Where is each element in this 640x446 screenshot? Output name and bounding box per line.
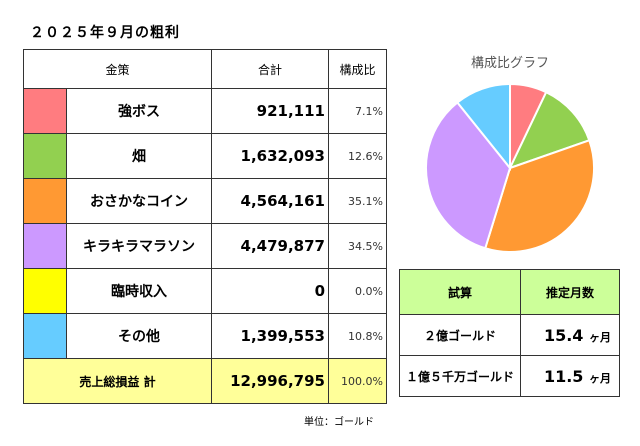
strategy-name: その他 bbox=[66, 313, 212, 359]
strategy-name: 強ボス bbox=[66, 88, 212, 134]
strategy-name: キラキラマラソン bbox=[66, 223, 212, 269]
estimate-value: 15.4 bbox=[543, 325, 584, 345]
color-swatch bbox=[23, 268, 67, 314]
strategy-name: 臨時収入 bbox=[66, 268, 212, 314]
total-value: 921,111 bbox=[211, 88, 329, 134]
total-pct: 100.0% bbox=[328, 358, 387, 404]
chart-title: 構成比グラフ bbox=[470, 56, 549, 71]
estimate-row: ２億ゴールド 15.4 ヶ月 bbox=[399, 314, 620, 356]
table-row: おさかなコイン 4,564,161 35.1% bbox=[23, 178, 387, 224]
estimate-unit: ヶ月 bbox=[589, 371, 611, 385]
color-swatch bbox=[23, 133, 67, 179]
table-row: 強ボス 921,111 7.1% bbox=[23, 88, 387, 134]
color-swatch bbox=[23, 223, 67, 269]
color-swatch bbox=[23, 88, 67, 134]
total-label: 売上総損益 計 bbox=[23, 358, 212, 404]
table-row: 臨時収入 0 0.0% bbox=[23, 268, 387, 314]
pct-value: 35.1% bbox=[328, 178, 387, 224]
table-row: その他 1,399,553 10.8% bbox=[23, 313, 387, 359]
pct-value: 12.6% bbox=[328, 133, 387, 179]
table-row: キラキラマラソン 4,479,877 34.5% bbox=[23, 223, 387, 269]
estimate-row: １億５千万ゴールド 11.5 ヶ月 bbox=[399, 355, 620, 397]
pct-value: 10.8% bbox=[328, 313, 387, 359]
pie-slice-4 bbox=[425, 101, 512, 250]
total-value: 0 bbox=[211, 268, 329, 314]
pct-value: 34.5% bbox=[328, 223, 387, 269]
total-value: 4,479,877 bbox=[211, 223, 329, 269]
unit-note: 単位：ゴールド bbox=[304, 417, 374, 428]
header-months: 推定月数 bbox=[520, 269, 620, 315]
pie-slice-6 bbox=[455, 82, 511, 171]
total-value: 1,632,093 bbox=[211, 133, 329, 179]
estimate-table: 試算 推定月数 ２億ゴールド 15.4 ヶ月 １億５千万ゴールド 11.5 ヶ月 bbox=[399, 269, 620, 397]
estimate-label: １億５千万ゴールド bbox=[399, 355, 521, 397]
color-swatch bbox=[23, 313, 67, 359]
estimate-unit: ヶ月 bbox=[589, 330, 611, 344]
strategy-name: おさかなコイン bbox=[66, 178, 212, 224]
pct-value: 0.0% bbox=[328, 268, 387, 314]
header-pct: 構成比 bbox=[328, 49, 387, 89]
pie-slice-2 bbox=[508, 90, 591, 170]
total-row: 売上総損益 計 12,996,795 100.0% bbox=[23, 358, 387, 404]
pct-value: 7.1% bbox=[328, 88, 387, 134]
total-value: 4,564,161 bbox=[211, 178, 329, 224]
profit-table: 金策 合計 構成比 強ボス 921,111 7.1% 畑 1,632,093 1… bbox=[23, 49, 387, 404]
total-value: 1,399,553 bbox=[211, 313, 329, 359]
strategy-name: 畑 bbox=[66, 133, 212, 179]
table-row: 畑 1,632,093 12.6% bbox=[23, 133, 387, 179]
color-swatch bbox=[23, 178, 67, 224]
estimate-value: 11.5 bbox=[543, 366, 584, 386]
pie-chart bbox=[425, 82, 595, 253]
pie-slice-3 bbox=[483, 138, 595, 253]
estimate-label: ２億ゴールド bbox=[399, 314, 521, 356]
page-title: ２０２５年９月の粗利 bbox=[30, 25, 180, 41]
header-total: 合計 bbox=[211, 49, 329, 89]
total-value: 12,996,795 bbox=[211, 358, 329, 404]
header-estimate: 試算 bbox=[399, 269, 521, 315]
header-strategy: 金策 bbox=[23, 49, 212, 89]
